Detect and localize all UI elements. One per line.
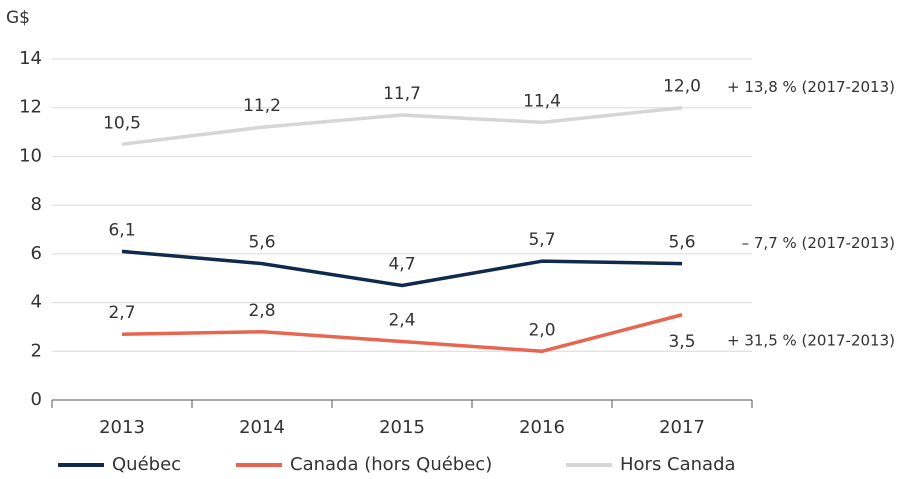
data-label: 11,7 — [383, 84, 421, 104]
data-label: 2,0 — [528, 320, 555, 340]
data-label: 2,8 — [248, 301, 275, 321]
x-axis — [51, 399, 753, 408]
y-tick-label: 10 — [19, 145, 42, 166]
data-label: 3,5 — [668, 332, 695, 352]
y-tick-label: 12 — [19, 97, 42, 118]
y-tick-label: 0 — [31, 389, 42, 410]
x-tick-label: 2014 — [239, 417, 285, 438]
annotation: + 13,8 % (2017-2013) — [727, 78, 895, 96]
annotation: + 31,5 % (2017-2013) — [727, 331, 895, 349]
y-tick-label: 4 — [31, 292, 42, 313]
x-tick-label: 2016 — [519, 417, 565, 438]
y-tick-label: 8 — [31, 194, 42, 215]
x-tick-label: 2015 — [379, 417, 425, 438]
legend-label: Canada (hors Québec) — [290, 454, 492, 475]
series-line — [121, 313, 683, 354]
data-label: 2,7 — [108, 303, 135, 323]
x-tick-label: 2017 — [659, 417, 705, 438]
y-tick-label: 14 — [19, 48, 42, 69]
data-label: 10,5 — [103, 113, 141, 133]
series-line — [121, 105, 683, 146]
data-label: 5,6 — [248, 233, 275, 253]
data-label: 6,1 — [108, 220, 135, 240]
data-label: 12,0 — [663, 77, 701, 97]
x-tick-label: 2013 — [99, 417, 145, 438]
legend-label: Québec — [112, 454, 181, 475]
y-axis-label: G$ — [6, 8, 30, 28]
series-line — [121, 249, 683, 288]
y-tick-label: 2 — [31, 340, 42, 361]
annotation: – 7,7 % (2017-2013) — [742, 234, 895, 252]
data-label: 4,7 — [388, 255, 415, 275]
data-label: 2,4 — [388, 311, 415, 331]
y-tick-label: 6 — [31, 243, 42, 264]
data-label: 5,6 — [668, 233, 695, 253]
data-label: 11,4 — [523, 91, 561, 111]
data-label: 11,2 — [243, 96, 281, 116]
legend-label: Hors Canada — [620, 454, 736, 475]
data-label: 5,7 — [528, 230, 555, 250]
